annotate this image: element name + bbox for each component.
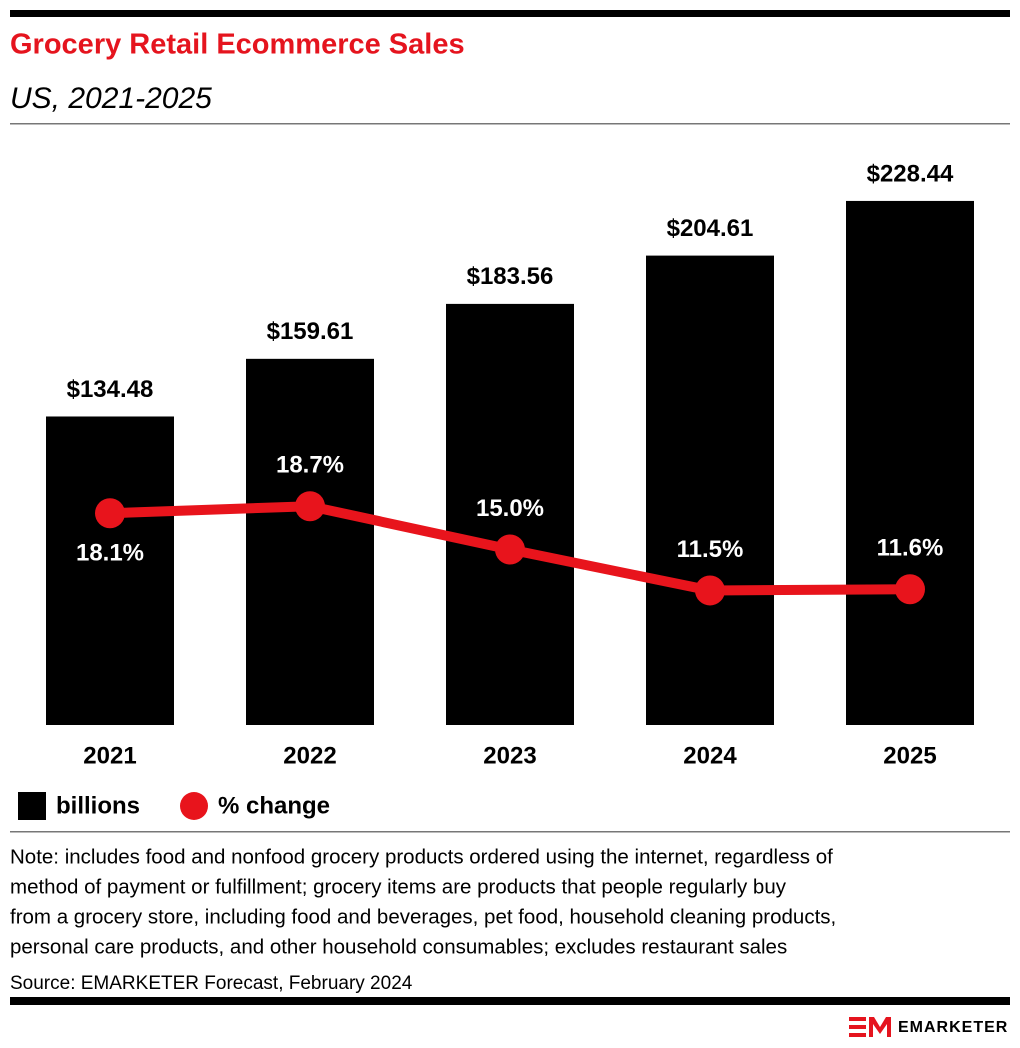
bar (446, 303, 574, 725)
note: personal care products, and other househ… (10, 935, 787, 958)
divider (10, 123, 1010, 125)
brand-name: EMARKETER (898, 1019, 1008, 1036)
line-point (895, 574, 925, 605)
bar-value-label: $204.61 (667, 215, 754, 242)
x-tick-label: 2025 (883, 742, 936, 769)
bar-value-label: $228.44 (867, 160, 954, 187)
line-value-label: 15.0% (476, 495, 544, 522)
source: Source: EMARKETER Forecast, February 202… (10, 973, 413, 994)
legend-swatch (18, 792, 46, 820)
line-value-label: 11.5% (677, 536, 744, 563)
bar-value-label: $134.48 (67, 376, 154, 403)
legend-swatch (180, 792, 208, 820)
x-tick-label: 2024 (683, 742, 737, 769)
bar-value-label: $183.56 (467, 263, 554, 290)
top-rule (10, 10, 1010, 17)
line-point (295, 491, 325, 522)
legend-label: billions (56, 792, 140, 819)
note: from a grocery store, including food and… (10, 905, 836, 928)
line-value-label: 18.1% (76, 540, 144, 567)
x-tick-label: 2022 (283, 742, 336, 769)
logo-mark (849, 1025, 866, 1029)
logo-mark (849, 1017, 866, 1021)
line-point (495, 534, 525, 565)
bar (846, 200, 974, 725)
x-tick-label: 2021 (83, 742, 136, 769)
logo-mark (869, 1017, 891, 1037)
bar (46, 416, 174, 725)
x-tick-label: 2023 (483, 742, 536, 769)
logo-mark (849, 1033, 866, 1037)
line-value-label: 11.6% (877, 535, 944, 562)
note: Note: includes food and nonfood grocery … (10, 845, 833, 868)
legend-label: % change (218, 792, 330, 819)
bar-value-label: $159.61 (267, 318, 354, 345)
line-value-label: 18.7% (276, 452, 344, 479)
line-point (695, 575, 725, 606)
bar (246, 358, 374, 725)
divider (10, 831, 1010, 833)
line-point (95, 498, 125, 529)
chart-subtitle: US, 2021-2025 (10, 82, 212, 115)
bar (646, 255, 774, 725)
chart-title: Grocery Retail Ecommerce Sales (10, 29, 465, 61)
brand-logo: EMARKETER (849, 1017, 1008, 1037)
bottom-rule (10, 997, 1010, 1005)
note: method of payment or fulfillment; grocer… (10, 875, 787, 898)
